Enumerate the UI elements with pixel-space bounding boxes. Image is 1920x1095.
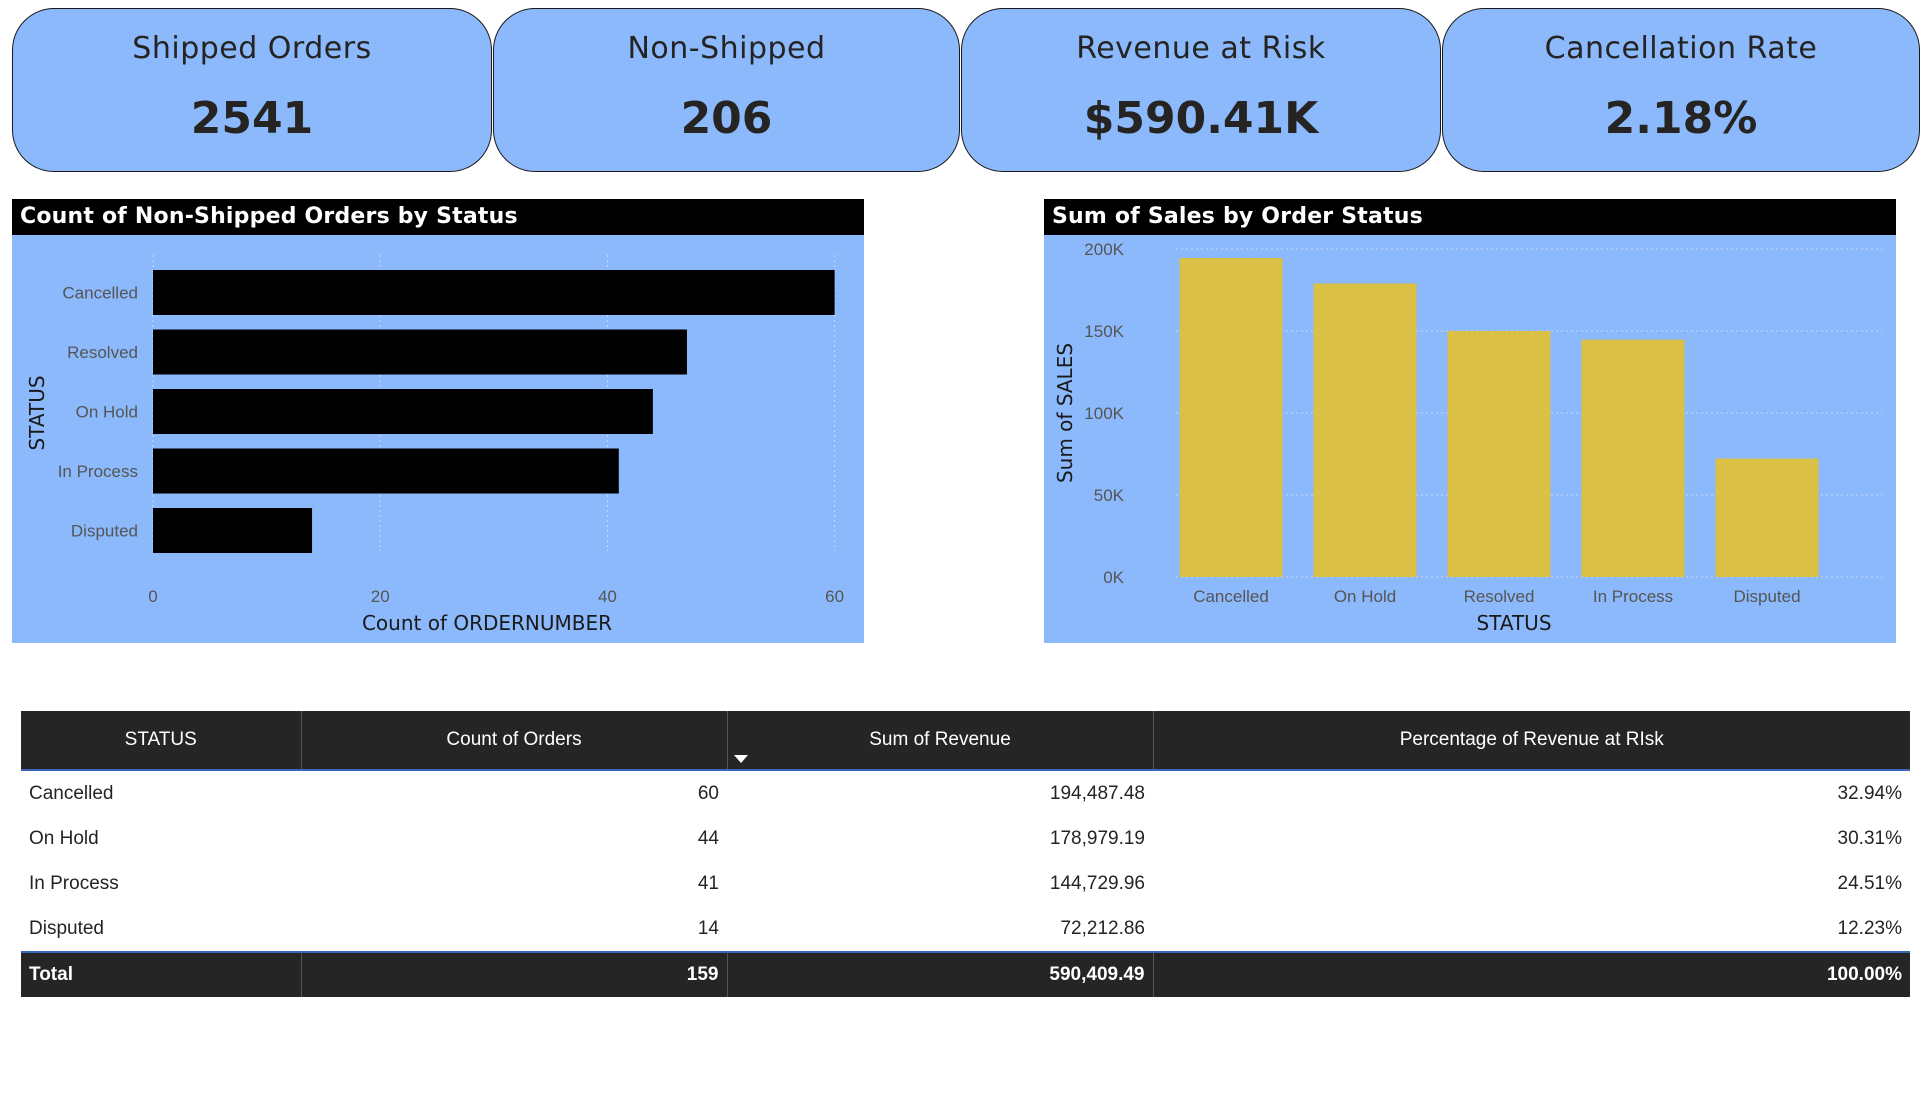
column-header-revenue[interactable]: Sum of Revenue xyxy=(726,711,1153,771)
kpi-value: 2.18% xyxy=(1604,93,1758,144)
bar-on-hold xyxy=(1313,283,1417,577)
y-axis-title: STATUS xyxy=(25,375,49,450)
hbar-chart-svg: 0 20 40 60 Cancelled Resolved On Hold In Proces… xyxy=(25,255,844,635)
cell-percentage: 30.31% xyxy=(1837,827,1902,849)
cell-status: On Hold xyxy=(29,827,99,849)
table-row[interactable]: Disputed 14 72,212.86 12.23% xyxy=(21,906,1910,952)
kpi-title: Revenue at Risk xyxy=(1076,31,1326,66)
non-shipped-count-chart[interactable]: Count of Non-Shipped Orders by Status 0 2… xyxy=(12,199,864,643)
cell-revenue: 194,487.48 xyxy=(1049,782,1145,804)
y-tick-label: In Process xyxy=(58,462,138,481)
bar-resolved xyxy=(1447,331,1551,577)
y-tick-label: 200K xyxy=(1084,240,1124,259)
cell-status: Disputed xyxy=(29,917,104,939)
column-header-count[interactable]: Count of Orders xyxy=(300,711,727,771)
x-tick-label: Resolved xyxy=(1464,587,1535,606)
kpi-card-non-shipped: Non-Shipped 206 xyxy=(493,8,960,172)
cell-count: 41 xyxy=(697,872,719,894)
total-label: Total xyxy=(21,951,301,997)
kpi-title: Non-Shipped xyxy=(627,31,826,66)
y-tick-label: 0K xyxy=(1103,568,1124,587)
kpi-value: $590.41K xyxy=(1083,93,1319,144)
bar-disputed xyxy=(153,508,313,553)
sales-by-status-chart[interactable]: Sum of Sales by Order Status 0K 50K 100K 15… xyxy=(1044,199,1896,643)
table-row[interactable]: On Hold 44 178,979.19 30.31% xyxy=(21,816,1910,861)
x-tick-label: In Process xyxy=(1593,587,1673,606)
cell-percentage: 24.51% xyxy=(1837,872,1902,894)
cell-count: 44 xyxy=(697,827,719,849)
table-total-row: Total 159 590,409.49 100.00% xyxy=(21,951,1910,997)
kpi-card-revenue-at-risk: Revenue at Risk $590.41K xyxy=(961,8,1441,172)
status-table[interactable]: STATUS Count of Orders Sum of Revenue Pe… xyxy=(21,711,1910,997)
kpi-value: 2541 xyxy=(190,93,314,144)
cell-revenue: 144,729.96 xyxy=(1049,872,1145,894)
bar-resolved xyxy=(153,329,687,375)
vbar-chart-svg: 0K 50K 100K 150K 200K Cancelled On Hold Resolve… xyxy=(1053,240,1882,635)
y-tick-label: Disputed xyxy=(71,522,138,541)
sort-descending-icon[interactable] xyxy=(733,755,748,763)
cell-revenue: 72,212.86 xyxy=(1060,917,1145,939)
total-percentage: 100.00% xyxy=(1152,951,1910,997)
kpi-value: 206 xyxy=(680,93,773,144)
column-header-revenue-label: Sum of Revenue xyxy=(869,729,1011,750)
total-revenue: 590,409.49 xyxy=(726,951,1153,997)
bar-disputed xyxy=(1715,458,1819,577)
x-tick-label: 20 xyxy=(371,587,390,606)
column-header-status[interactable]: STATUS xyxy=(21,711,301,771)
y-tick-label: 50K xyxy=(1094,486,1125,505)
cell-percentage: 32.94% xyxy=(1837,782,1902,804)
cell-status: In Process xyxy=(29,872,119,894)
kpi-title: Cancellation Rate xyxy=(1544,31,1818,66)
y-tick-label: 150K xyxy=(1084,322,1124,341)
x-tick-label: Cancelled xyxy=(1193,587,1269,606)
y-tick-label: Cancelled xyxy=(62,284,138,303)
cell-revenue: 178,979.19 xyxy=(1049,827,1145,849)
cell-percentage: 12.23% xyxy=(1837,917,1902,939)
x-axis-title: Count of ORDERNUMBER xyxy=(362,611,612,635)
x-tick-label: 0 xyxy=(148,587,157,606)
x-tick-label: 40 xyxy=(598,587,617,606)
cell-count: 60 xyxy=(697,782,719,804)
kpi-card-shipped-orders: Shipped Orders 2541 xyxy=(12,8,492,172)
total-count: 159 xyxy=(300,951,727,997)
x-tick-label: 60 xyxy=(825,587,844,606)
cell-status: Cancelled xyxy=(29,782,114,804)
bar-in-process xyxy=(1581,339,1685,577)
x-tick-label: Disputed xyxy=(1733,587,1800,606)
table-row[interactable]: Cancelled 60 194,487.48 32.94% xyxy=(21,770,1910,816)
bar-cancelled xyxy=(1179,258,1283,577)
kpi-card-cancellation-rate: Cancellation Rate 2.18% xyxy=(1442,8,1920,172)
table-header-row: STATUS Count of Orders Sum of Revenue Pe… xyxy=(21,711,1910,771)
y-tick-label: 100K xyxy=(1084,404,1124,423)
kpi-title: Shipped Orders xyxy=(132,31,372,66)
x-axis-title: STATUS xyxy=(1476,611,1551,635)
y-tick-label: On Hold xyxy=(76,403,138,422)
y-tick-label: Resolved xyxy=(67,343,138,362)
bar-cancelled xyxy=(153,270,835,315)
table-row[interactable]: In Process 41 144,729.96 24.51% xyxy=(21,861,1910,906)
bar-on-hold xyxy=(153,389,653,434)
bar-in-process xyxy=(153,448,619,494)
y-axis-title: Sum of SALES xyxy=(1053,343,1077,483)
chart-title: Count of Non-Shipped Orders by Status xyxy=(12,199,864,235)
cell-count: 14 xyxy=(697,917,719,939)
chart-title: Sum of Sales by Order Status xyxy=(1044,199,1896,235)
column-header-percentage[interactable]: Percentage of Revenue at RIsk xyxy=(1152,711,1910,771)
x-tick-label: On Hold xyxy=(1334,587,1396,606)
